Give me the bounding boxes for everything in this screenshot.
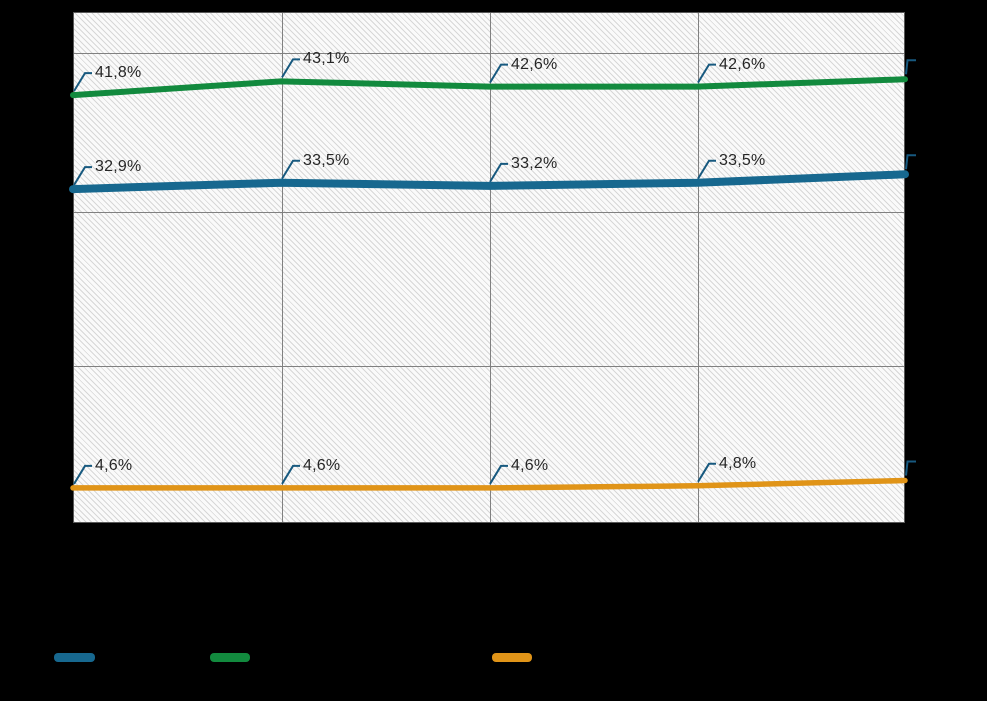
data-label: 33,5% — [719, 151, 766, 169]
gridline-horizontal-2 — [74, 212, 904, 213]
plot-area — [73, 12, 905, 523]
data-label: 32,9% — [95, 158, 142, 176]
data-label: 4,6% — [303, 456, 341, 474]
legend-swatch-blue-series — [54, 653, 95, 662]
data-label: 33,5% — [303, 151, 350, 169]
gridline-vertical-2 — [490, 13, 491, 522]
gridline-horizontal-1 — [74, 53, 904, 54]
callout-leader-edge — [905, 460, 916, 476]
data-label: 43,1% — [303, 50, 350, 68]
legend-swatch-orange-series — [492, 653, 532, 662]
data-label: 41,8% — [95, 64, 142, 82]
data-label: 33,2% — [511, 154, 558, 172]
gridline-vertical-3 — [698, 13, 699, 522]
data-label: 42,6% — [719, 55, 766, 73]
data-label: 42,6% — [511, 55, 558, 73]
gridline-horizontal-3 — [74, 366, 904, 367]
legend-swatch-green-series — [210, 653, 250, 662]
data-label: 4,8% — [719, 454, 757, 472]
data-label: 4,6% — [511, 456, 549, 474]
callout-leader-edge — [905, 154, 916, 170]
data-label: 4,6% — [95, 456, 133, 474]
callout-leader-edge — [905, 59, 916, 75]
gridline-vertical-1 — [282, 13, 283, 522]
